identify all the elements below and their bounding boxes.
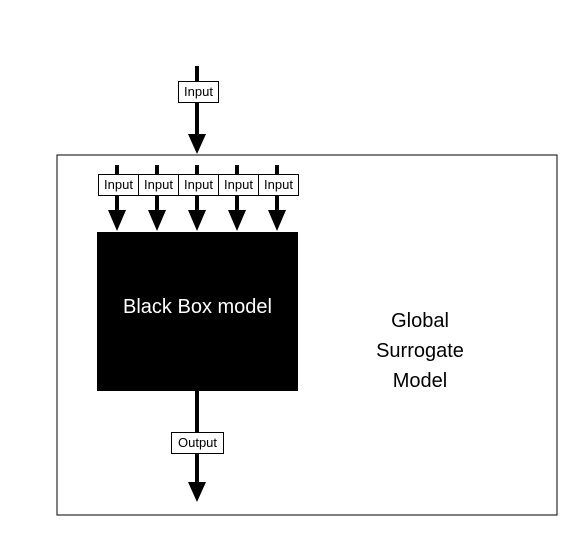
- inner-input-label-3: Input: [178, 174, 219, 196]
- top-input-arrow: [188, 66, 206, 154]
- surrogate-model-label: Global Surrogate Model: [355, 306, 485, 396]
- inner-input-label-1: Input: [98, 174, 139, 196]
- inner-input-label-4: Input: [218, 174, 259, 196]
- black-box-model: Black Box model: [97, 232, 298, 391]
- surrogate-label-line-3: Model: [392, 370, 448, 392]
- surrogate-label-line-1: Global: [391, 310, 449, 332]
- top-input-label: Input: [178, 81, 219, 103]
- surrogate-container: [56, 154, 558, 516]
- output-label: Output: [171, 432, 224, 454]
- surrogate-label-line-2: Surrogate: [376, 340, 464, 362]
- black-box-label: Black Box model: [123, 296, 272, 318]
- inner-input-label-5: Input: [258, 174, 299, 196]
- inner-input-label-2: Input: [138, 174, 179, 196]
